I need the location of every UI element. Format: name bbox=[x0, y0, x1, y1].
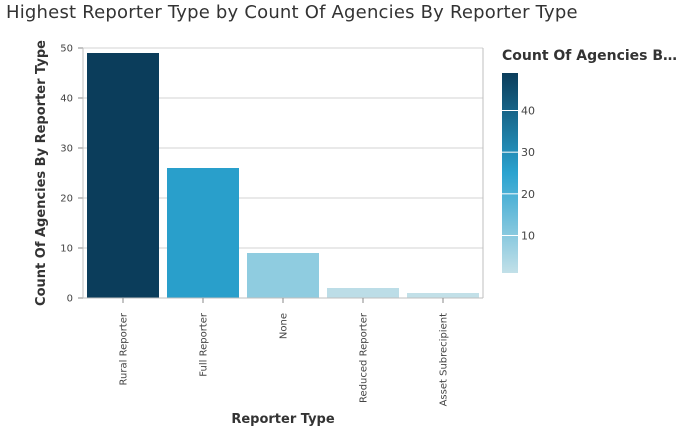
bar-none[interactable] bbox=[247, 253, 319, 298]
x-axis-label: Reporter Type bbox=[231, 412, 335, 427]
bar-reduced-reporter[interactable] bbox=[327, 288, 399, 298]
bars bbox=[87, 53, 479, 298]
x-tick-label: None bbox=[279, 313, 290, 339]
y-tick-label: 40 bbox=[60, 94, 73, 105]
chart-title: Highest Reporter Type by Count Of Agenci… bbox=[6, 2, 578, 23]
legend-title: Count Of Agencies B… bbox=[502, 48, 677, 64]
y-axis-label: Count Of Agencies By Reporter Type bbox=[34, 40, 49, 306]
x-tick-label: Full Reporter bbox=[199, 312, 210, 377]
bar-full-reporter[interactable] bbox=[167, 168, 239, 298]
x-tick-label: Asset Subrecipient bbox=[439, 313, 450, 406]
legend-gradient-bar bbox=[502, 73, 518, 273]
color-legend: Count Of Agencies B… 10 20 30 40 bbox=[502, 48, 677, 273]
x-tick-label: Rural Reporter bbox=[119, 312, 130, 385]
axes: 0 10 20 30 40 50 Rural Reporter Full Reporter No… bbox=[60, 44, 484, 406]
y-tick-label: 30 bbox=[60, 144, 73, 155]
y-tick-label: 0 bbox=[67, 294, 73, 305]
legend-tick-label: 20 bbox=[521, 188, 535, 201]
legend-tick-label: 30 bbox=[521, 146, 535, 159]
x-tick-label: Reduced Reporter bbox=[359, 312, 370, 403]
y-tick-label: 20 bbox=[60, 194, 73, 205]
legend-tick-label: 40 bbox=[521, 105, 535, 118]
y-tick-label: 50 bbox=[60, 44, 73, 55]
bar-asset-subrecipient[interactable] bbox=[407, 293, 479, 298]
bar-rural-reporter[interactable] bbox=[87, 53, 159, 298]
y-tick-label: 10 bbox=[60, 244, 73, 255]
legend-tick-label: 10 bbox=[521, 230, 535, 243]
